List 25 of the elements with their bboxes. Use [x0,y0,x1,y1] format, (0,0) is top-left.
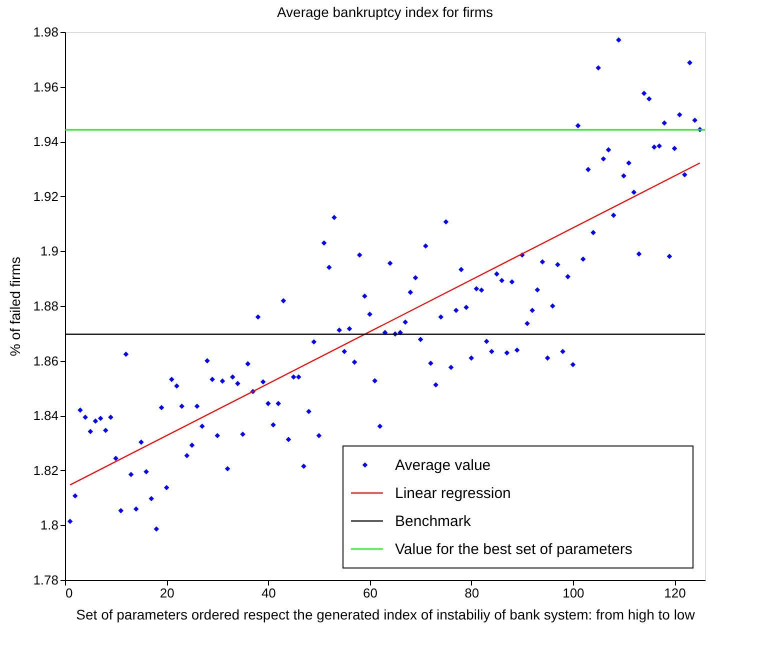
y-tick-label: 1.9 [40,244,58,259]
x-tick-label: 100 [562,586,584,600]
x-tick-label: 120 [664,586,686,600]
y-tick-label: 1.88 [33,298,58,314]
y-tick-label: 1.98 [33,24,58,40]
y-tick-label: 1.96 [33,79,58,94]
legend-label: Linear regression [395,485,511,502]
chart-title: Average bankruptcy index for firms [276,4,494,20]
x-tick-label: 80 [464,586,480,600]
y-tick-label: 1.94 [33,134,58,150]
x-tick-label: 20 [160,586,174,600]
y-tick-label: 1.82 [33,462,58,478]
y-tick-label: 1.86 [33,353,58,368]
legend-label: Value for the best set of parameters [395,541,632,558]
x-tick-label: 40 [261,586,276,600]
x-axis-title: Set of parameters ordered respect the generated index of instabiliy of bank system: from high to low [76,606,696,622]
x-tick-label: 60 [363,586,378,600]
legend-label: Benchmark [395,513,472,530]
legend-label: Average value [395,457,491,474]
y-axis-title: % of failed firms [7,256,24,356]
y-tick-label: 1.8 [40,518,58,533]
x-tick-label: 0 [66,586,73,600]
y-tick-label: 1.84 [33,408,58,424]
y-tick-label: 1.92 [33,188,58,204]
y-tick-label: 1.78 [33,572,58,588]
